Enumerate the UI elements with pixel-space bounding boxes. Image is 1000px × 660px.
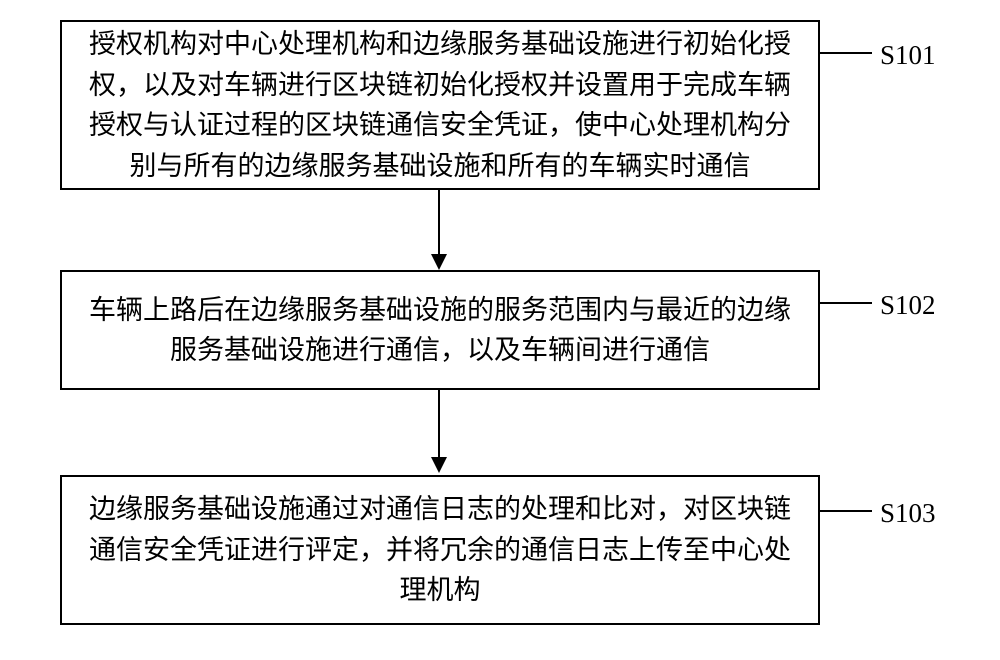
step-label-text: S102: [880, 290, 936, 320]
arrow-head-icon: [431, 254, 447, 270]
label-connector-s102: [820, 302, 872, 304]
step-label-text: S103: [880, 498, 936, 528]
flowchart-canvas: 授权机构对中心处理机构和边缘服务基础设施进行初始化授权，以及对车辆进行区块链初始…: [0, 0, 1000, 660]
arrow-head-icon: [431, 457, 447, 473]
flow-step-text: 授权机构对中心处理机构和边缘服务基础设施进行初始化授权，以及对车辆进行区块链初始…: [82, 24, 798, 186]
flow-step-s103: 边缘服务基础设施通过对通信日志的处理和比对，对区块链通信安全凭证进行评定，并将冗…: [60, 475, 820, 625]
step-label-s102: S102: [880, 290, 936, 321]
arrow-s102-s103: [438, 390, 440, 459]
flow-step-s102: 车辆上路后在边缘服务基础设施的服务范围内与最近的边缘服务基础设施进行通信，以及车…: [60, 270, 820, 390]
step-label-s103: S103: [880, 498, 936, 529]
flow-step-text: 车辆上路后在边缘服务基础设施的服务范围内与最近的边缘服务基础设施进行通信，以及车…: [82, 290, 798, 371]
label-connector-s101: [820, 52, 872, 54]
label-connector-s103: [820, 510, 872, 512]
step-label-text: S101: [880, 40, 936, 70]
flow-step-text: 边缘服务基础设施通过对通信日志的处理和比对，对区块链通信安全凭证进行评定，并将冗…: [82, 489, 798, 611]
arrow-s101-s102: [438, 190, 440, 256]
flow-step-s101: 授权机构对中心处理机构和边缘服务基础设施进行初始化授权，以及对车辆进行区块链初始…: [60, 20, 820, 190]
step-label-s101: S101: [880, 40, 936, 71]
